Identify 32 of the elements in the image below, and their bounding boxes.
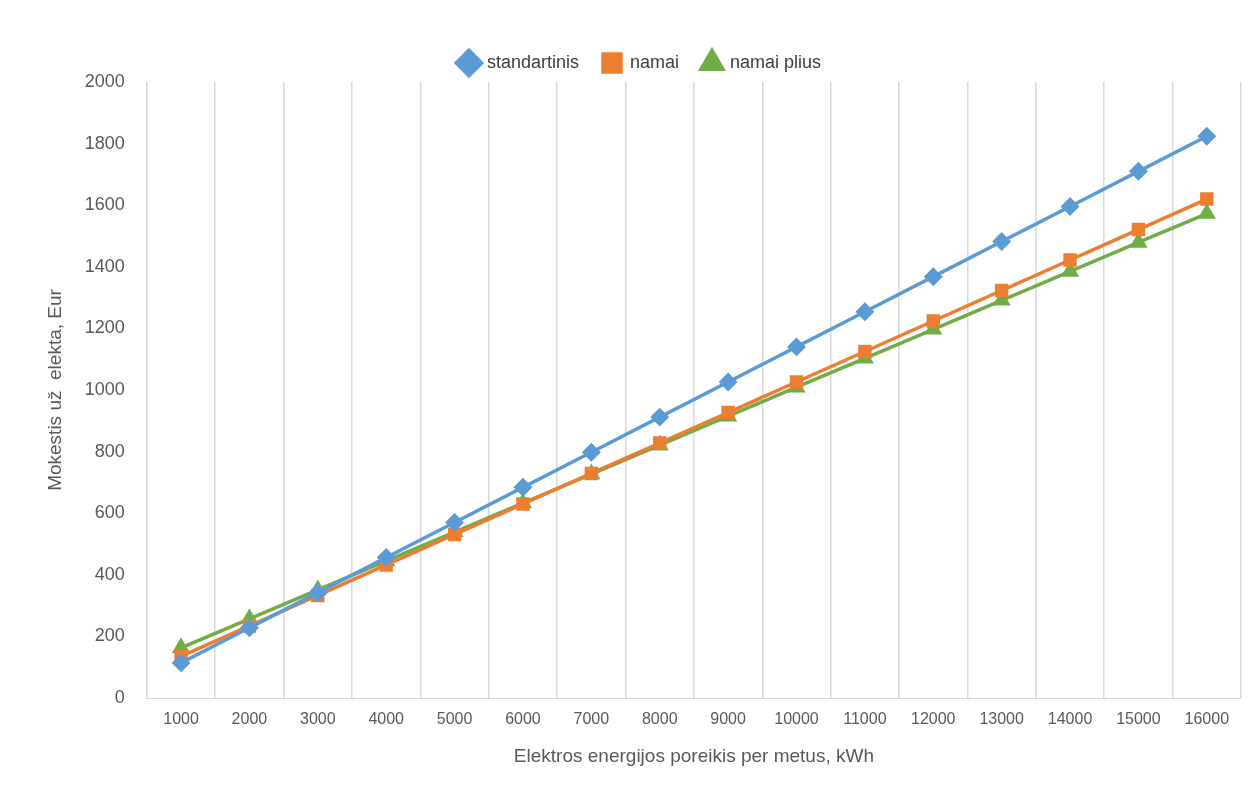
x-tick-label: 2000 [231,710,268,728]
x-axis-title: Elektros energijos poreikis per metus, kWh [513,744,874,766]
y-tick-label: 400 [94,563,125,584]
x-tick-label: 4000 [368,710,405,728]
x-tick-label: 1000 [163,710,199,728]
y-tick-label: 1600 [84,194,125,215]
y-tick-label: 1200 [84,317,125,338]
x-tick-label: 15000 [1116,710,1161,728]
legend-label: standartinis [486,51,579,72]
x-tick-label: 14000 [1047,710,1093,728]
x-tick-label: 11000 [843,710,887,728]
x-tick-label: 8000 [641,710,678,728]
x-tick-label: 3000 [300,710,336,728]
x-tick-label: 13000 [979,710,1024,728]
y-axis-title: Mokestis už elekta, Eur [43,288,65,491]
y-tick-label: 0 [114,686,125,707]
x-tick-label: 10000 [774,710,819,728]
y-tick-label: 1800 [84,132,125,153]
y-tick-label: 800 [94,440,125,461]
legend-label: namai plius [730,51,822,72]
y-tick-label: 1000 [84,378,125,399]
x-tick-label: 7000 [573,710,610,728]
y-tick-label: 1400 [84,255,125,276]
x-tick-label: 5000 [436,710,473,728]
y-tick-label: 600 [94,502,125,523]
x-tick-label: 9000 [710,710,747,728]
y-tick-label: 2000 [84,70,125,91]
x-tick-label: 16000 [1184,710,1230,728]
legend-label: namai [629,51,680,72]
x-tick-label: 12000 [911,710,956,728]
x-tick-label: 6000 [505,710,541,728]
y-tick-label: 200 [94,625,125,646]
